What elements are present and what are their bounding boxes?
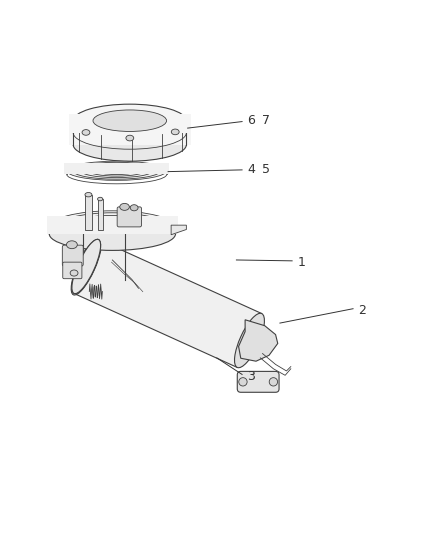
- FancyBboxPatch shape: [64, 163, 169, 174]
- Text: 3: 3: [247, 370, 255, 383]
- Ellipse shape: [67, 161, 167, 180]
- Polygon shape: [239, 320, 278, 361]
- Ellipse shape: [71, 238, 101, 295]
- Text: 4: 4: [247, 164, 255, 176]
- Ellipse shape: [234, 313, 265, 368]
- FancyBboxPatch shape: [69, 114, 191, 133]
- Text: 2: 2: [358, 303, 366, 317]
- Ellipse shape: [72, 239, 101, 294]
- Ellipse shape: [171, 129, 179, 135]
- Bar: [83, 234, 124, 279]
- Ellipse shape: [98, 197, 103, 201]
- Text: 7: 7: [261, 114, 270, 127]
- Ellipse shape: [85, 192, 92, 197]
- Text: 5: 5: [261, 164, 270, 176]
- Polygon shape: [74, 239, 261, 367]
- Ellipse shape: [49, 217, 176, 251]
- Ellipse shape: [67, 241, 78, 249]
- Ellipse shape: [239, 378, 247, 386]
- FancyBboxPatch shape: [62, 245, 83, 266]
- Ellipse shape: [120, 204, 129, 211]
- Bar: [85, 195, 92, 230]
- Ellipse shape: [73, 104, 186, 137]
- Ellipse shape: [49, 211, 176, 244]
- FancyBboxPatch shape: [237, 372, 279, 392]
- FancyBboxPatch shape: [63, 262, 82, 279]
- FancyBboxPatch shape: [69, 126, 191, 144]
- Bar: [98, 199, 103, 230]
- Text: 6: 6: [247, 114, 255, 127]
- Ellipse shape: [93, 110, 166, 132]
- Ellipse shape: [130, 205, 138, 211]
- Polygon shape: [171, 225, 186, 235]
- FancyBboxPatch shape: [47, 216, 178, 234]
- Ellipse shape: [82, 130, 90, 135]
- Ellipse shape: [73, 128, 186, 161]
- Ellipse shape: [70, 270, 78, 276]
- Ellipse shape: [126, 135, 134, 141]
- FancyBboxPatch shape: [117, 207, 141, 227]
- Ellipse shape: [72, 239, 101, 294]
- Ellipse shape: [269, 378, 278, 386]
- Text: 1: 1: [297, 256, 305, 269]
